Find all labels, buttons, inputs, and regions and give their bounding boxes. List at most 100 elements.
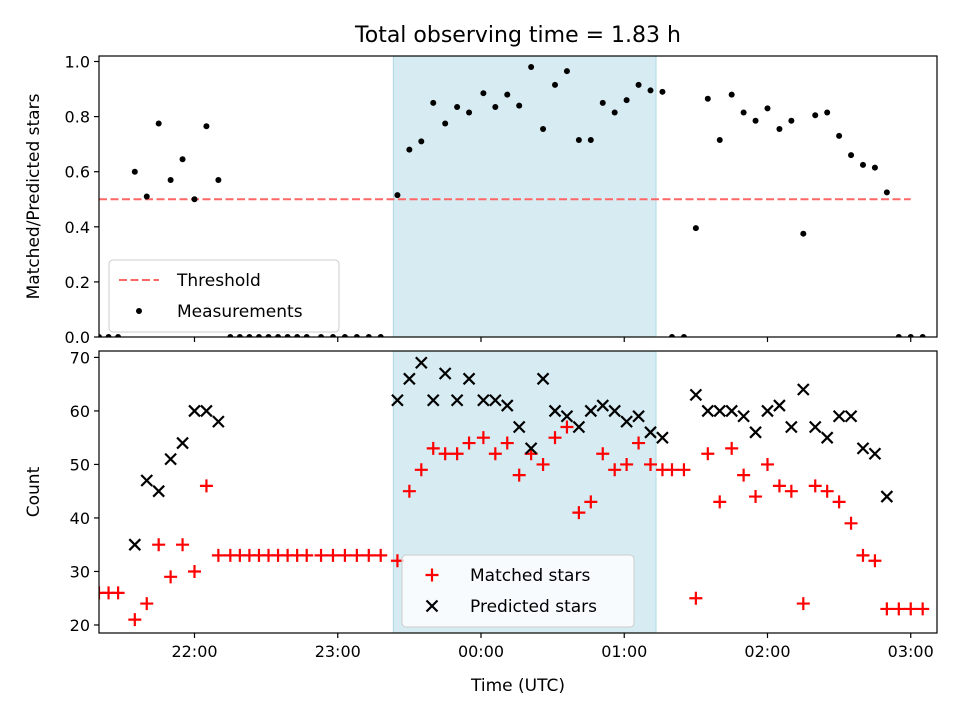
data-point bbox=[212, 415, 225, 428]
data-point bbox=[236, 334, 243, 337]
data-point bbox=[820, 431, 834, 444]
data-point bbox=[563, 68, 570, 75]
data-point bbox=[164, 570, 178, 584]
data-point bbox=[844, 410, 858, 423]
data-point bbox=[500, 399, 514, 412]
legend-marker-swatch bbox=[136, 308, 142, 314]
data-point bbox=[152, 538, 166, 552]
data-point bbox=[99, 334, 102, 337]
data-point bbox=[143, 193, 150, 200]
data-point bbox=[454, 103, 461, 110]
data-point bbox=[512, 468, 526, 482]
data-point bbox=[836, 132, 843, 139]
data-point bbox=[326, 548, 340, 562]
data-point bbox=[620, 457, 634, 471]
data-point bbox=[426, 441, 440, 455]
data-point bbox=[868, 447, 882, 461]
axes-frame bbox=[98, 350, 938, 634]
data-point bbox=[772, 479, 786, 493]
data-point bbox=[844, 516, 858, 530]
y-tick-label: 20 bbox=[70, 616, 90, 635]
y-tick-label: 40 bbox=[70, 509, 90, 528]
data-point bbox=[632, 436, 646, 450]
y-tick-label: 0.4 bbox=[65, 218, 90, 237]
data-point bbox=[314, 548, 328, 562]
data-point bbox=[294, 334, 301, 337]
data-point bbox=[450, 447, 464, 461]
legend-marker-swatch bbox=[425, 599, 439, 613]
data-point bbox=[203, 123, 210, 130]
data-point bbox=[476, 431, 490, 445]
legend: Threshold Measurements bbox=[108, 259, 340, 333]
data-point bbox=[140, 597, 154, 611]
data-point bbox=[548, 404, 562, 418]
data-point bbox=[167, 176, 174, 183]
data-point bbox=[275, 334, 282, 337]
data-point bbox=[152, 484, 165, 498]
data-point bbox=[599, 99, 606, 106]
data-point bbox=[832, 410, 846, 423]
data-point bbox=[394, 192, 401, 199]
data-point bbox=[516, 102, 523, 109]
data-point bbox=[635, 81, 642, 88]
data-point bbox=[430, 99, 437, 106]
data-point bbox=[492, 103, 499, 110]
data-point bbox=[450, 393, 464, 407]
data-point bbox=[466, 109, 473, 116]
data-point bbox=[284, 334, 291, 337]
data-point bbox=[832, 495, 846, 509]
y-axis-label: Matched/Predicted stars bbox=[24, 93, 44, 299]
data-point bbox=[318, 334, 325, 337]
data-point bbox=[761, 404, 774, 418]
data-point bbox=[362, 548, 376, 562]
data-point bbox=[848, 152, 855, 159]
data-point bbox=[916, 602, 930, 616]
data-point bbox=[656, 431, 669, 444]
data-point bbox=[414, 463, 428, 477]
data-point bbox=[749, 426, 762, 439]
data-point bbox=[713, 495, 727, 509]
data-point bbox=[704, 95, 711, 102]
data-point bbox=[596, 447, 610, 461]
data-point bbox=[406, 146, 413, 153]
data-point bbox=[227, 334, 234, 337]
data-point bbox=[462, 372, 476, 386]
data-point bbox=[377, 334, 384, 337]
chart-title: Total observing time = 1.83 h bbox=[354, 23, 681, 48]
y-tick-label: 0.8 bbox=[65, 108, 90, 127]
data-point bbox=[329, 334, 336, 337]
data-point bbox=[680, 334, 687, 337]
data-point bbox=[187, 564, 201, 578]
data-point bbox=[659, 88, 666, 95]
data-point bbox=[808, 479, 822, 493]
y-tick-label: 0.6 bbox=[65, 163, 90, 182]
data-point bbox=[868, 554, 882, 568]
data-point bbox=[820, 484, 834, 498]
data-point bbox=[880, 602, 894, 616]
data-point bbox=[504, 91, 511, 98]
data-point bbox=[560, 410, 574, 423]
data-point bbox=[644, 457, 658, 471]
data-point bbox=[701, 447, 715, 461]
data-point bbox=[716, 137, 723, 144]
legend-box bbox=[108, 259, 340, 333]
data-point bbox=[415, 356, 428, 370]
data-point bbox=[575, 137, 582, 144]
data-point bbox=[737, 468, 751, 482]
data-point bbox=[749, 490, 763, 504]
data-point bbox=[255, 334, 262, 337]
data-point bbox=[246, 334, 253, 337]
data-point bbox=[402, 484, 416, 498]
data-point bbox=[871, 164, 878, 171]
data-point bbox=[725, 404, 738, 418]
series-predicted-stars bbox=[128, 356, 894, 551]
plot-area bbox=[99, 64, 926, 337]
data-point bbox=[442, 120, 449, 127]
shaded-observing-window bbox=[392, 55, 657, 338]
legend-entry: Matched stars bbox=[425, 566, 590, 586]
data-point bbox=[701, 404, 715, 418]
data-point bbox=[391, 393, 404, 407]
data-point bbox=[128, 538, 142, 551]
data-point bbox=[155, 120, 162, 127]
data-point bbox=[796, 597, 810, 611]
